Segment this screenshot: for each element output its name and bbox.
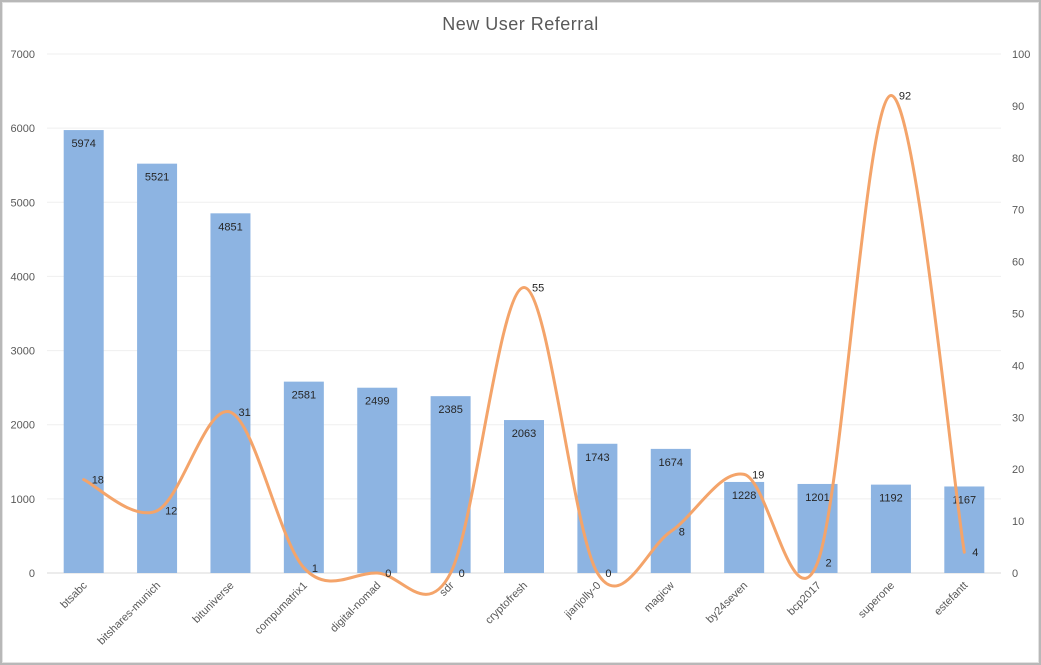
x-category-label: sdr [437, 579, 457, 599]
line-value-label: 0 [385, 568, 391, 580]
line-value-label: 12 [165, 506, 177, 518]
series-line [82, 94, 966, 596]
y-left-tick-label: 2000 [11, 420, 35, 432]
y-right-tick-label: 40 [1012, 360, 1024, 372]
x-category-label: magicw [642, 580, 677, 615]
bar-value-label: 1674 [659, 457, 683, 469]
bar [944, 486, 985, 573]
x-category-label: bituniverse [190, 580, 236, 626]
bar [870, 484, 911, 573]
line-value-label: 18 [92, 475, 104, 487]
line-value-label: 8 [679, 526, 685, 538]
bar-value-label: 2063 [512, 428, 536, 440]
y-right-tick-label: 0 [1012, 568, 1018, 580]
x-category-label: superone [856, 580, 897, 621]
x-category-label: btsabc [58, 579, 90, 611]
y-right-tick-label: 30 [1012, 412, 1024, 424]
y-right-tick-label: 100 [1012, 49, 1030, 61]
line-value-label: 19 [752, 469, 764, 481]
x-category-label: by24seven [704, 580, 750, 626]
y-left-tick-label: 7000 [11, 49, 35, 61]
y-right-tick-label: 90 [1012, 101, 1024, 113]
y-left-tick-label: 0 [29, 568, 35, 580]
y-right-tick-label: 80 [1012, 153, 1024, 165]
line-value-label: 1 [312, 563, 318, 575]
y-left-tick-label: 4000 [11, 271, 35, 283]
y-left-tick-label: 3000 [11, 346, 35, 358]
line-value-label: 0 [459, 568, 465, 580]
bar-value-label: 2581 [292, 390, 316, 402]
line-value-label: 2 [826, 558, 832, 570]
line-value-label: 55 [532, 283, 544, 295]
y-right-tick-label: 20 [1012, 464, 1024, 476]
bar-value-label: 2499 [365, 396, 389, 408]
y-left-tick-label: 5000 [11, 197, 35, 209]
bar-value-label: 1201 [805, 492, 829, 504]
bar-value-label: 5521 [145, 172, 169, 184]
y-left-tick-label: 6000 [11, 123, 35, 135]
x-category-label: estefantt [932, 580, 970, 618]
x-category-label: bitshares-munich [95, 580, 163, 648]
bar-value-label: 1228 [732, 490, 756, 502]
bar-value-label: 2385 [438, 404, 462, 416]
line-value-label: 92 [899, 91, 911, 103]
bar-value-label: 1192 [879, 493, 903, 505]
bar-value-label: 1743 [585, 452, 609, 464]
line-value-label: 4 [972, 547, 978, 559]
x-category-label: jianjolly-0 [562, 580, 604, 622]
bar [357, 387, 398, 573]
bar [63, 130, 104, 574]
line-value-label: 0 [605, 568, 611, 580]
bar [724, 481, 765, 573]
bar [283, 381, 324, 573]
y-right-tick-label: 70 [1012, 205, 1024, 217]
bar [650, 448, 691, 573]
x-category-label: digital-nomad [328, 580, 383, 635]
bar [210, 213, 251, 573]
x-category-label: compumatrix1 [253, 580, 310, 637]
bar [577, 443, 618, 573]
x-category-label: cryptofresh [483, 580, 530, 627]
y-right-tick-label: 10 [1012, 516, 1024, 528]
line-value-label: 31 [238, 407, 250, 419]
y-left-tick-label: 1000 [11, 494, 35, 506]
y-right-tick-label: 60 [1012, 257, 1024, 269]
bar [504, 420, 544, 573]
y-right-tick-label: 50 [1012, 309, 1024, 321]
bar [137, 163, 178, 573]
chart-title: New User Referral [442, 14, 599, 34]
x-category-label: bcp2017 [785, 580, 823, 618]
bar-value-label: 5974 [71, 138, 95, 150]
bar-value-label: 4851 [218, 221, 242, 233]
bar [430, 396, 471, 573]
